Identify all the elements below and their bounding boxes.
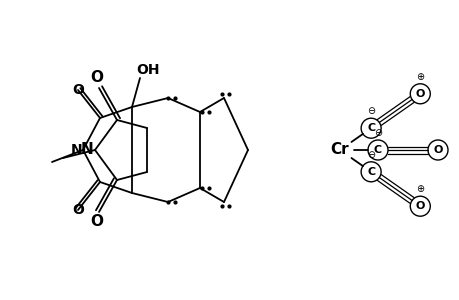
Text: O: O [432,145,442,155]
Text: Cr: Cr [330,142,348,158]
Text: C: C [366,167,375,177]
Text: C: C [373,145,381,155]
Text: O: O [90,70,103,86]
Text: N: N [71,143,83,157]
Text: N: N [80,142,93,158]
Text: ⊖: ⊖ [366,106,375,116]
Text: ⊕: ⊕ [415,72,423,82]
Text: O: O [414,201,424,211]
Text: OH: OH [136,63,159,77]
Text: O: O [72,83,84,97]
Text: ⊖: ⊖ [366,150,375,160]
Text: O: O [90,214,103,230]
Text: ⊕: ⊕ [415,184,423,194]
Text: C: C [366,123,375,133]
Text: ⊖: ⊖ [373,128,381,138]
Text: O: O [414,89,424,99]
Text: O: O [72,203,84,217]
